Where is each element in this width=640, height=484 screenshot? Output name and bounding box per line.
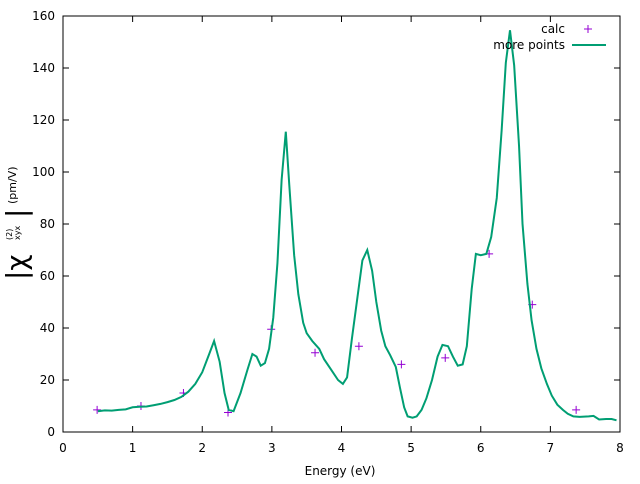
x-tick-label: 0	[59, 441, 67, 455]
y-label-unit: (pm/V)	[6, 166, 19, 204]
y-label-symbol: |χ	[0, 254, 33, 280]
x-tick-label: 2	[198, 441, 206, 455]
x-tick-label: 6	[477, 441, 485, 455]
x-tick-label: 1	[129, 441, 137, 455]
x-tick-label: 3	[268, 441, 276, 455]
x-tick-label: 4	[338, 441, 346, 455]
y-label-subscript: xyx	[13, 226, 22, 240]
data-point	[397, 360, 406, 369]
y-label-close: |	[0, 209, 33, 218]
y-axis-label: |χ xyx (2) | (pm/V)	[0, 166, 33, 280]
data-point	[93, 405, 102, 414]
legend-label: calc	[541, 22, 565, 36]
y-tick-label: 80	[40, 217, 55, 231]
data-point	[311, 348, 320, 357]
x-tick-label: 8	[616, 441, 624, 455]
y-label-superscript: (2)	[5, 229, 14, 240]
legend-label: more points	[493, 38, 565, 52]
y-tick-label: 100	[32, 165, 55, 179]
x-tick-label: 5	[407, 441, 415, 455]
y-tick-label: 0	[47, 425, 55, 439]
y-tick-label: 60	[40, 269, 55, 283]
legend-marker	[584, 25, 592, 33]
y-tick-label: 160	[32, 9, 55, 23]
data-point	[354, 342, 363, 351]
y-tick-label: 120	[32, 113, 55, 127]
plot-frame	[62, 15, 621, 433]
y-tick-label: 20	[40, 373, 55, 387]
data-point	[572, 405, 581, 414]
x-axis-label: Energy (eV)	[305, 464, 376, 478]
y-tick-label: 140	[32, 61, 55, 75]
y-tick-label: 40	[40, 321, 55, 335]
x-tick-label: 7	[547, 441, 555, 455]
data-line	[97, 30, 617, 422]
data-point	[441, 353, 450, 362]
